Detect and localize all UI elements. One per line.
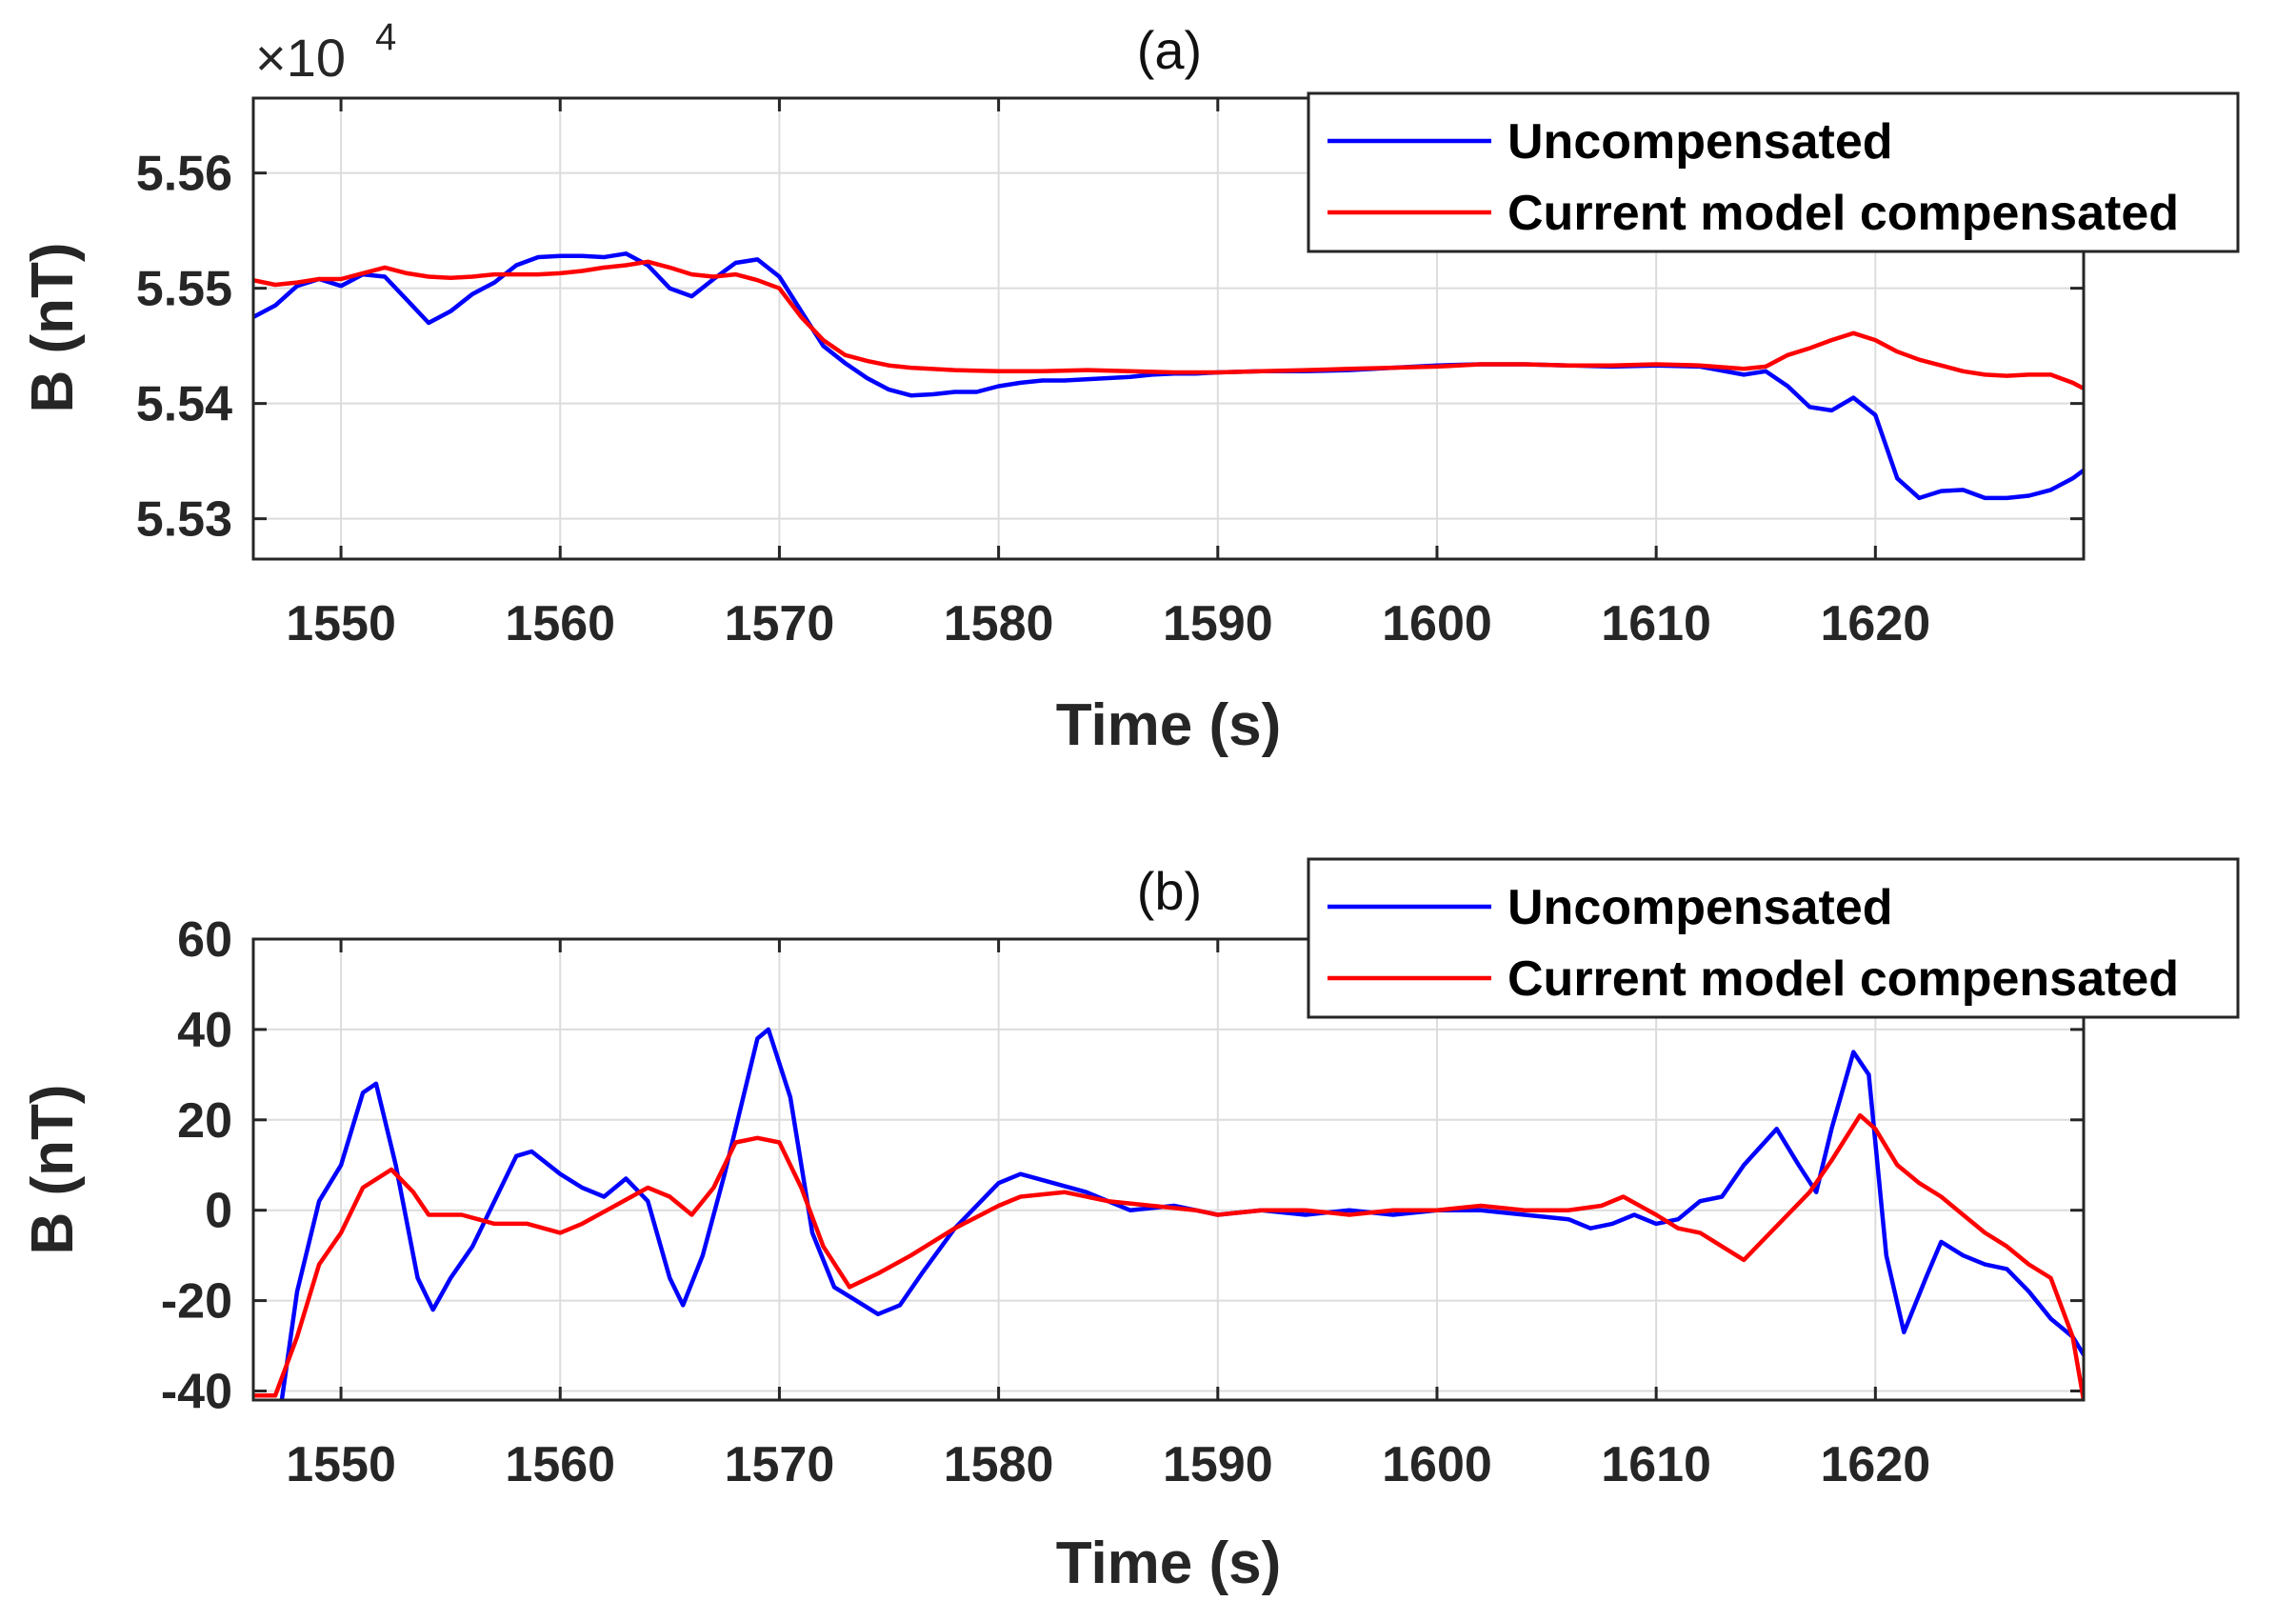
panel-b-legend-box	[1307, 857, 2240, 1019]
panel-b-uncompensated-line	[279, 1027, 2084, 1400]
panel-b-y-tick-label: 40	[177, 1003, 232, 1058]
panel-b-x-tick-label: 1580	[944, 1437, 1054, 1492]
panel-a-y-axis-label: B (nT)	[20, 242, 86, 412]
panel-b-x-tick-label: 1560	[505, 1437, 615, 1492]
panel-a-series	[253, 251, 2084, 501]
panel-b-y-axis-label: B (nT)	[20, 1084, 86, 1254]
panel-a-exponent: ×10 4	[255, 16, 396, 88]
panel-a-x-ticks: 1550 1560 1570 1580 1590 1600 1610 1620	[286, 98, 1930, 651]
panel-a-x-axis-label: Time (s)	[1056, 692, 1282, 758]
panel-b-x-tick-label: 1550	[286, 1437, 396, 1492]
panel-b-y-tick-label: -20	[161, 1274, 232, 1330]
panel-a-exponent-power: 4	[375, 16, 396, 58]
panel-b-y-tick-label: 0	[205, 1184, 232, 1239]
panel-b-legend-compensated: Current model compensated	[1507, 951, 2179, 1007]
panel-a-legend-uncompensated: Uncompensated	[1507, 114, 1893, 170]
panel-b-x-ticks: 1550 1560 1570 1580 1590 1600 1610 1620	[286, 939, 1930, 1492]
panel-b-x-axis-label: Time (s)	[1056, 1531, 1282, 1596]
panel-a-axes-frame	[251, 96, 2086, 561]
panel-b-x-tick-label: 1590	[1163, 1437, 1273, 1492]
panel-a-x-tick-label: 1560	[505, 596, 615, 651]
panel-a-legend-compensated: Current model compensated	[1507, 186, 2179, 241]
panel-a-y-tick-label: 5.53	[136, 492, 232, 548]
panel-b-y-tick-label: 20	[177, 1093, 232, 1149]
panel-a-y-tick-label: 5.55	[136, 262, 232, 317]
panel-a-x-tick-label: 1620	[1820, 596, 1930, 651]
panel-a-x-tick-label: 1610	[1601, 596, 1711, 651]
panel-a-legend: Uncompensated Current model compensated	[1307, 91, 2240, 253]
panel-b-y-tick-label: -40	[161, 1365, 232, 1420]
panel-b-x-tick-label: 1600	[1382, 1437, 1492, 1492]
panel-a-exponent-base: ×10	[255, 28, 346, 88]
panel-a-x-tick-label: 1590	[1163, 596, 1273, 651]
panel-b-legend: Uncompensated Current model compensated	[1307, 857, 2240, 1019]
panel-a-y-ticks: 5.53 5.54 5.55 5.56	[136, 147, 2084, 548]
panel-b-x-tick-label: 1610	[1601, 1437, 1711, 1492]
panel-a-uncompensated-line	[253, 251, 2084, 501]
panel-a-title: (a)	[1137, 20, 1202, 80]
panel-a-x-tick-label: 1600	[1382, 596, 1492, 651]
panel-a-x-tick-label: 1580	[944, 596, 1054, 651]
panel-b-x-tick-label: 1570	[725, 1437, 835, 1492]
panel-b-legend-uncompensated: Uncompensated	[1507, 880, 1893, 935]
panel-b: (b) -40 -20 0 20 40 60 1550 1560 1570 1580 1590 16…	[20, 857, 2240, 1596]
panel-a-y-tick-label: 5.54	[136, 377, 232, 432]
panel-a-legend-box	[1307, 91, 2240, 253]
panel-b-axes-frame	[251, 937, 2086, 1402]
panel-a-x-tick-label: 1550	[286, 596, 396, 651]
panel-b-compensated-line	[253, 1112, 2084, 1400]
panel-b-x-tick-label: 1620	[1820, 1437, 1930, 1492]
panel-a: (a) ×10 4 5.535.545.555.56 1550 1560 1570 1…	[20, 16, 2240, 758]
panel-a-compensated-line	[253, 259, 2084, 391]
panel-a-x-tick-label: 1570	[725, 596, 835, 651]
panel-b-series	[253, 1027, 2084, 1400]
panel-a-y-tick-label: 5.56	[136, 147, 232, 202]
panel-b-y-tick-label: 60	[177, 912, 232, 968]
panel-b-title: (b)	[1137, 861, 1202, 921]
